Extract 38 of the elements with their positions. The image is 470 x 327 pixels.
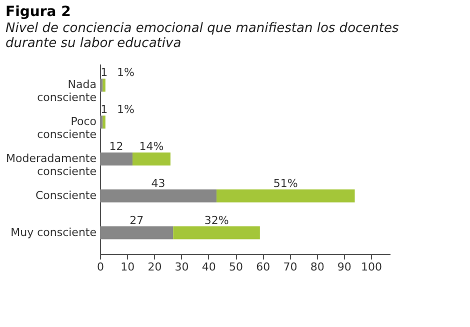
x-tick-label: 50 [229, 260, 244, 274]
y-tick-label: Nada consciente [37, 78, 97, 104]
data-label: 27 [130, 214, 144, 227]
y-tick-label: Consciente [35, 188, 97, 202]
data-label: 1 [100, 66, 108, 80]
x-tick-label: 0 [97, 260, 104, 274]
x-tick-label: 40 [202, 260, 216, 274]
bar [100, 116, 103, 129]
x-tick-label: 90 [337, 260, 352, 274]
x-tick-label: 10 [120, 260, 135, 274]
x-tick-label: 80 [310, 260, 324, 274]
bar [100, 189, 217, 202]
bar [102, 78, 106, 92]
data-label: 32% [204, 214, 229, 227]
bar [100, 226, 174, 240]
data-label: 51% [273, 176, 298, 190]
bar [216, 189, 355, 202]
x-tick-label: 70 [283, 260, 298, 274]
data-label: 14% [139, 140, 164, 153]
bar [100, 78, 103, 92]
data-label: 1% [117, 66, 134, 80]
y-tick-label: Moderadamente consciente [6, 152, 97, 178]
x-tick-label: 20 [148, 260, 162, 274]
data-label: 1 [100, 103, 108, 116]
bar [132, 152, 170, 166]
bar [102, 116, 106, 129]
y-tick-label: Muy consciente [10, 226, 97, 239]
x-tick-label: 60 [256, 260, 270, 274]
x-tick-label: 30 [174, 260, 189, 274]
x-tick-label: 100 [361, 260, 382, 274]
data-label: 1% [117, 103, 134, 116]
chart-subtitle: Nivel de conciencia emocional que manifiestan los docentes durante su labor educativa [6, 21, 399, 51]
y-tick-label: Poco consciente [37, 115, 97, 142]
chart-title: Figura 2 [6, 4, 71, 20]
data-label: 43 [151, 176, 166, 190]
data-label: 12 [109, 140, 124, 153]
bar [100, 152, 133, 166]
bar [173, 226, 260, 240]
